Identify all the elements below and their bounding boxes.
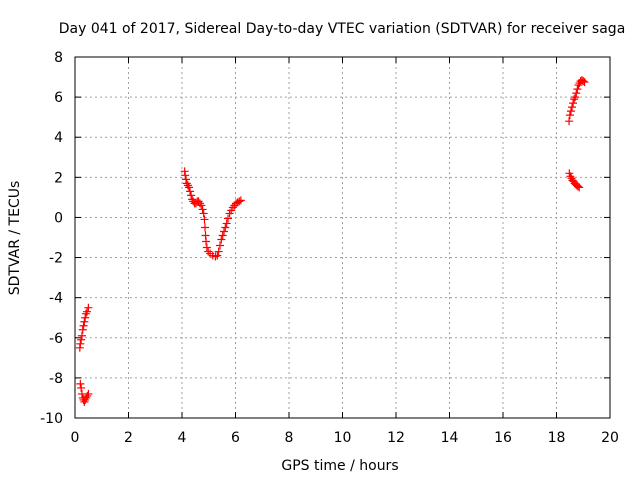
y-tick-label: -2 (49, 251, 63, 267)
x-tick-label: 6 (231, 430, 240, 446)
data-point (573, 182, 582, 191)
data-point (197, 201, 206, 210)
x-tick-label: 0 (71, 430, 80, 446)
data-point (580, 78, 589, 87)
data-point (569, 99, 578, 108)
data-point (570, 95, 579, 104)
data-point (77, 331, 86, 340)
x-tick-label: 8 (285, 430, 294, 446)
data-point (182, 179, 191, 188)
data-point (202, 237, 211, 246)
y-tick-label: 8 (54, 50, 63, 66)
data-point (200, 215, 209, 224)
data-point (82, 393, 91, 402)
x-tick-label: 12 (387, 430, 405, 446)
data-point (566, 172, 575, 181)
data-point (81, 313, 90, 322)
data-point (84, 389, 93, 398)
y-tick-label: 2 (54, 170, 63, 186)
data-point (568, 103, 577, 112)
data-point (181, 171, 190, 180)
data-point (183, 181, 192, 190)
y-tick-label: -8 (49, 371, 63, 387)
x-tick-label: 10 (334, 430, 352, 446)
data-point (217, 235, 226, 244)
y-tick-label: 4 (54, 130, 63, 146)
data-point (215, 241, 224, 250)
data-point (83, 391, 92, 400)
data-point (218, 231, 227, 240)
data-point (201, 223, 210, 232)
data-point (81, 309, 90, 318)
data-point (235, 197, 244, 206)
data-point (77, 335, 86, 344)
x-tick-label: 18 (548, 430, 566, 446)
data-point (566, 107, 575, 116)
data-point (202, 243, 211, 252)
data-point (77, 383, 86, 392)
x-axis-label: GPS time / hours (281, 458, 398, 474)
data-point (79, 321, 88, 330)
x-tick-label: 14 (441, 430, 459, 446)
y-tick-label: -10 (40, 411, 63, 427)
y-axis-label: SDTVAR / TECUs (7, 181, 23, 296)
y-axis-ticks: -10 -8 -6 -4 -2 0 2 4 6 8 (40, 50, 610, 427)
data-point (219, 227, 228, 236)
data-point (221, 223, 230, 232)
grid-lines (75, 57, 610, 418)
plot-frame (74, 56, 611, 419)
data-point (186, 187, 195, 196)
data-point (81, 395, 90, 404)
x-axis-ticks: 0 2 4 6 8 10 12 14 16 18 20 (71, 57, 619, 446)
data-point (182, 175, 191, 184)
data-point (194, 197, 203, 206)
y-tick-label: -4 (49, 291, 63, 307)
data-point (184, 183, 193, 192)
data-point (199, 209, 208, 218)
x-tick-label: 2 (124, 430, 133, 446)
data-point (228, 203, 237, 212)
data-point (83, 307, 92, 316)
data-point (78, 325, 87, 334)
data-point (213, 251, 222, 260)
data-point (236, 196, 245, 205)
data-point (224, 214, 233, 223)
data-point (80, 397, 89, 406)
data-point (573, 85, 582, 94)
data-point (574, 81, 583, 90)
x-tick-label: 4 (178, 430, 187, 446)
data-point (84, 303, 93, 312)
data-point (575, 183, 584, 192)
data-point (76, 339, 85, 348)
data-point (187, 191, 196, 200)
data-point (211, 252, 220, 261)
data-point (222, 219, 231, 228)
data-point (565, 111, 574, 120)
data-point (198, 205, 207, 214)
x-tick-label: 20 (601, 430, 619, 446)
data-point (195, 199, 204, 208)
data-point (204, 247, 213, 256)
data-point (571, 93, 580, 102)
data-point (80, 317, 89, 326)
data-point (76, 379, 85, 388)
data-point (572, 89, 581, 98)
data-point (188, 195, 197, 204)
y-tick-label: 0 (54, 210, 63, 226)
data-point (214, 247, 223, 256)
data-points (75, 76, 589, 406)
y-tick-label: -6 (49, 331, 63, 347)
y-tick-label: 6 (54, 90, 63, 106)
data-point (579, 77, 588, 86)
x-tick-label: 16 (494, 430, 512, 446)
chart-title: Day 041 of 2017, Sidereal Day-to-day VTE… (59, 21, 626, 37)
data-point (565, 117, 574, 126)
